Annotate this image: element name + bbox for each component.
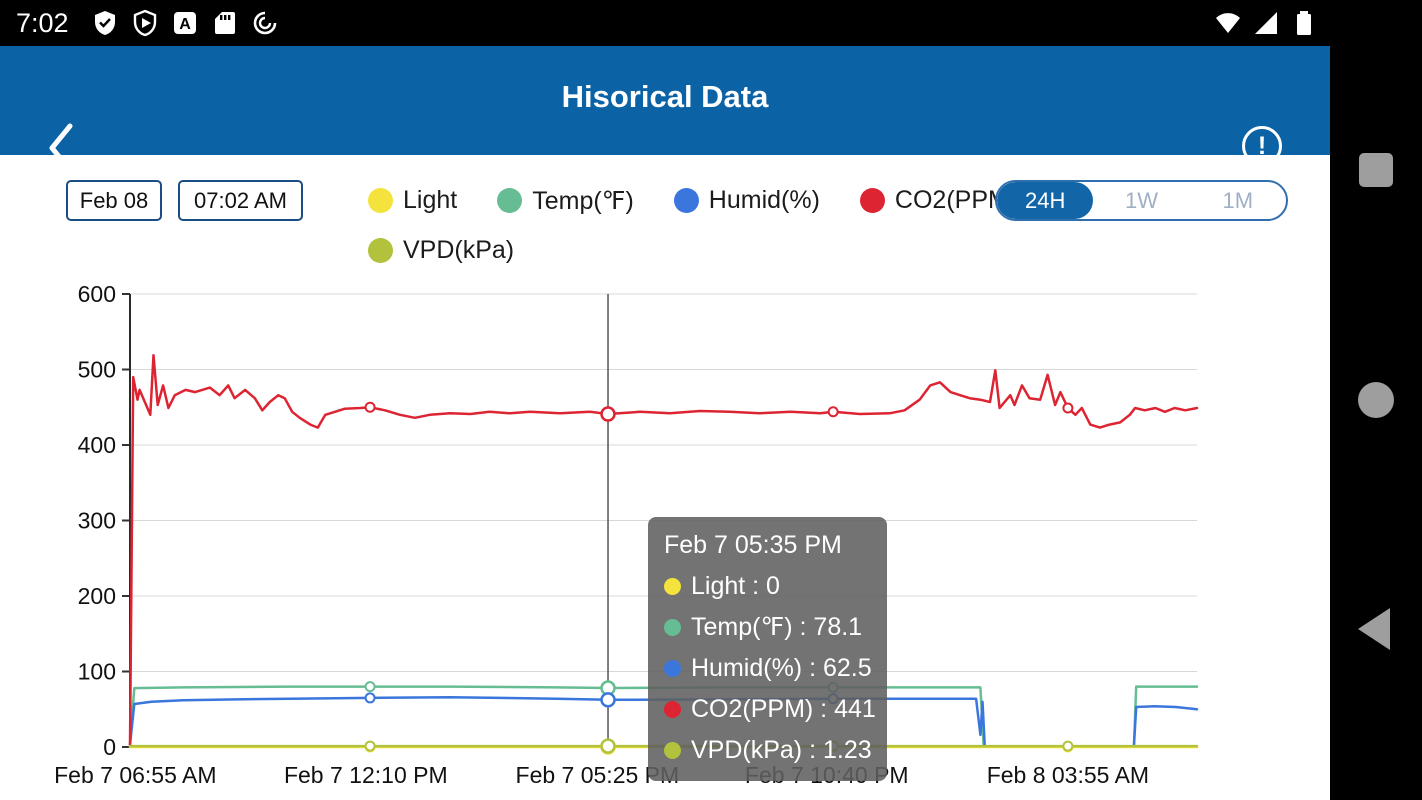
humid-dot-icon [664, 660, 681, 677]
tooltip-value: Light : 0 [691, 572, 780, 600]
chart-tooltip: Feb 7 05:35 PM Light : 0 Temp(℉) : 78.1 … [648, 517, 887, 781]
date-picker-button[interactable]: Feb 08 [66, 180, 162, 221]
range-switch: 24H 1W 1M [995, 180, 1288, 221]
data-saver-icon [253, 11, 276, 35]
legend-item-humid[interactable]: Humid(%) [673, 186, 820, 215]
clock: 7:02 [16, 7, 69, 38]
tooltip-row-temp: Temp(℉) : 78.1 [664, 607, 871, 648]
legend-item-light[interactable]: Light [368, 186, 457, 215]
home-button[interactable] [1358, 382, 1394, 418]
status-icons-right [1214, 0, 1318, 46]
vpd-dot-icon [368, 238, 393, 263]
battery-icon [1297, 11, 1311, 35]
shield-check-icon [94, 11, 115, 35]
legend-label: Light [403, 186, 458, 214]
signal-icon [1255, 12, 1277, 34]
tooltip-row-co2: CO2(PPM) : 441 [664, 689, 876, 730]
legend-label: VPD(kPa) [403, 236, 515, 264]
legend-row-1: Light Temp(℉) Humid(%) CO2(PPM) [368, 180, 1017, 221]
back-button[interactable] [40, 116, 88, 180]
legend-item-vpd[interactable]: VPD(kPa) [368, 236, 514, 265]
a-app-icon: A [173, 12, 196, 34]
info-button[interactable]: ! [1242, 126, 1282, 166]
range-option-24h[interactable]: 24H [997, 182, 1094, 219]
co2-dot-icon [664, 701, 681, 718]
legend-label: Temp(℉) [532, 186, 634, 215]
co2-dot-icon [859, 188, 885, 213]
sd-card-icon [214, 12, 235, 34]
range-option-1w[interactable]: 1W [1124, 188, 1158, 213]
play-protect-icon [133, 9, 156, 37]
page-title: Hisorical Data [561, 79, 769, 114]
back-nav-button[interactable] [1358, 608, 1390, 650]
legend-label: Humid(%) [708, 186, 820, 214]
legend-row-2: VPD(kPa) [368, 230, 514, 271]
vpd-dot-icon [664, 742, 681, 759]
temp-dot-icon [497, 188, 523, 213]
legend-item-temp[interactable]: Temp(℉) [497, 186, 634, 216]
status-bar: 7:02 A [0, 0, 1422, 46]
recents-button[interactable] [1359, 153, 1393, 187]
svg-text:A: A [179, 16, 191, 33]
status-icons-left: A [91, 9, 279, 37]
wifi-icon [1216, 13, 1240, 33]
app-header: Hisorical Data ! [0, 46, 1330, 173]
time-picker-button[interactable]: 07:02 AM [178, 180, 303, 221]
tooltip-row-humid: Humid(%) : 62.5 [664, 648, 872, 689]
tooltip-value: VPD(kPa) : 1.23 [691, 736, 872, 764]
tooltip-value: Humid(%) : 62.5 [691, 654, 872, 682]
tooltip-value: CO2(PPM) : 441 [691, 695, 876, 723]
light-dot-icon [664, 578, 681, 595]
range-option-1m[interactable]: 1M [1222, 188, 1254, 213]
chevron-left-icon [49, 123, 73, 173]
tooltip-timestamp: Feb 7 05:35 PM [664, 531, 842, 559]
legend-item-co2[interactable]: CO2(PPM) [859, 186, 1017, 215]
humid-dot-icon [673, 188, 699, 213]
temp-dot-icon [664, 619, 681, 636]
tooltip-row-light: Light : 0 [664, 566, 871, 607]
tooltip-value: Temp(℉) : 78.1 [691, 613, 863, 641]
light-dot-icon [368, 188, 393, 213]
android-nav-bar [1330, 0, 1422, 800]
tooltip-row-vpd: VPD(kPa) : 1.23 [664, 730, 872, 771]
